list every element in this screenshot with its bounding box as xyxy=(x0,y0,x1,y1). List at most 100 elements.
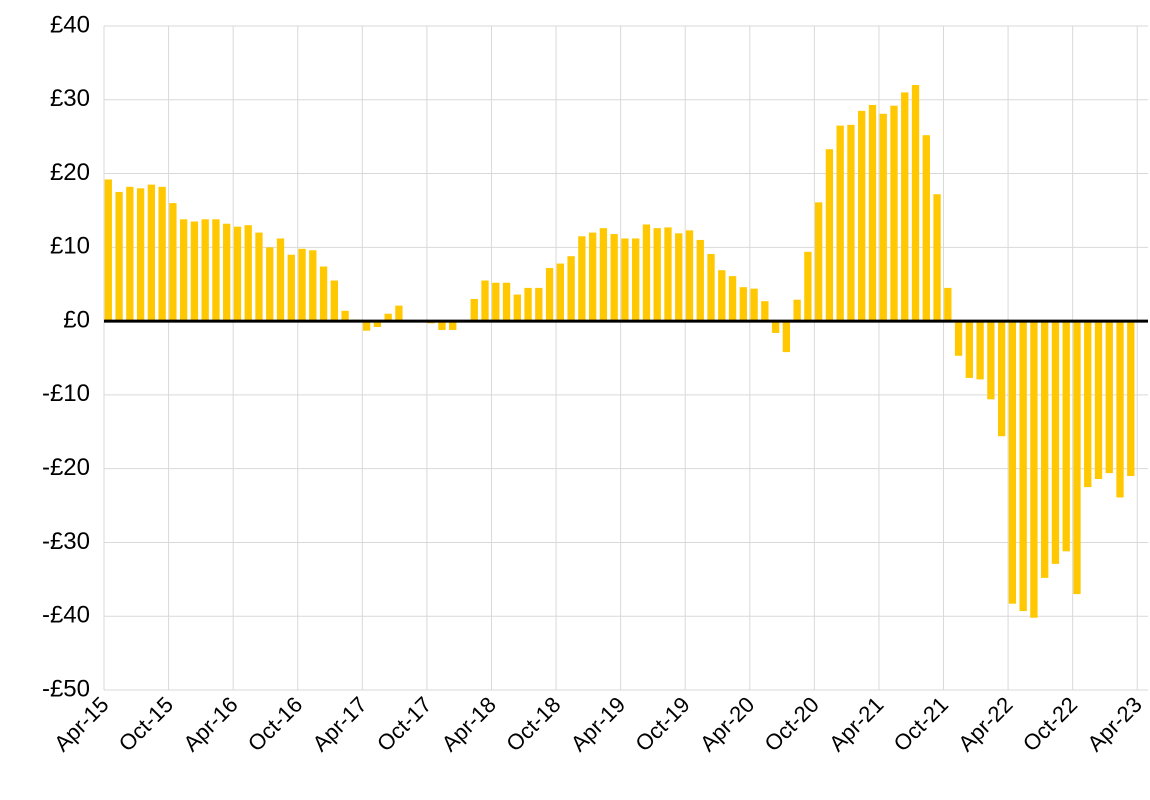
bar xyxy=(739,287,747,322)
x-tick-label: Apr-19 xyxy=(566,692,630,756)
y-tick-label: -£50 xyxy=(42,675,90,702)
bar xyxy=(179,219,188,322)
y-tick-label: £40 xyxy=(50,11,90,38)
bar xyxy=(578,236,586,322)
bar xyxy=(287,254,295,322)
bar xyxy=(707,253,715,322)
bar xyxy=(632,238,640,322)
bar xyxy=(610,234,618,322)
x-tick-label: Apr-17 xyxy=(307,692,371,756)
x-tick-label: Apr-16 xyxy=(178,692,242,756)
bar xyxy=(675,233,683,322)
bar xyxy=(136,188,145,322)
bar xyxy=(901,92,909,322)
bar xyxy=(266,247,274,322)
bar xyxy=(319,266,328,322)
bar xyxy=(847,124,855,322)
bar xyxy=(1008,321,1017,604)
bar xyxy=(481,280,489,322)
bar xyxy=(836,125,844,322)
bar xyxy=(997,321,1006,437)
bar xyxy=(1030,321,1038,618)
bar xyxy=(782,321,791,353)
x-tick-label: Apr-21 xyxy=(824,692,888,756)
bar xyxy=(793,299,801,322)
y-tick-label: -£10 xyxy=(42,380,90,407)
bar xyxy=(556,263,565,322)
bar xyxy=(1051,321,1060,564)
bar xyxy=(1094,321,1103,479)
bar xyxy=(621,238,629,322)
bar xyxy=(1041,321,1049,578)
bar xyxy=(642,224,651,322)
bar xyxy=(858,110,866,322)
bar xyxy=(1127,321,1135,477)
bar xyxy=(922,135,930,322)
bar xyxy=(126,186,134,322)
bar xyxy=(373,321,382,328)
y-tick-label: -£30 xyxy=(42,528,90,555)
bar xyxy=(825,149,834,322)
bar xyxy=(104,179,112,322)
bar xyxy=(1084,321,1092,488)
bar xyxy=(911,85,920,322)
bar xyxy=(954,321,963,356)
bar xyxy=(298,248,306,322)
bar xyxy=(987,321,995,400)
bar xyxy=(341,310,349,322)
x-tick-label: Oct-18 xyxy=(501,692,565,756)
x-tick-label: Apr-23 xyxy=(1082,692,1146,756)
bar xyxy=(976,321,984,380)
bar xyxy=(438,321,446,330)
bar xyxy=(1019,321,1027,612)
bar xyxy=(244,225,252,322)
bar xyxy=(276,238,285,322)
bar xyxy=(1105,321,1113,474)
bar xyxy=(879,113,887,322)
bar xyxy=(545,267,554,322)
bar xyxy=(330,280,338,322)
y-tick-label: £0 xyxy=(63,306,90,333)
bar xyxy=(664,227,672,322)
bar xyxy=(933,194,941,322)
bar xyxy=(309,250,317,322)
bar xyxy=(804,251,812,322)
bar xyxy=(395,305,403,322)
bar xyxy=(653,228,661,322)
bar xyxy=(233,226,242,322)
bar xyxy=(814,202,823,322)
bar xyxy=(470,298,478,322)
bar xyxy=(524,287,532,322)
y-tick-label: £20 xyxy=(50,159,90,186)
bar xyxy=(890,105,898,322)
y-tick-label: -£20 xyxy=(42,454,90,481)
bar xyxy=(212,219,220,322)
y-tick-label: £30 xyxy=(50,85,90,112)
bar xyxy=(599,228,608,322)
bar xyxy=(115,192,123,322)
x-tick-label: Oct-21 xyxy=(889,692,953,756)
bar xyxy=(944,287,952,322)
bar xyxy=(750,288,758,322)
x-tick-label: Oct-22 xyxy=(1018,692,1082,756)
bar xyxy=(449,321,457,330)
bar xyxy=(965,321,973,378)
bar xyxy=(567,256,575,322)
bar xyxy=(868,104,877,322)
bar xyxy=(384,313,392,322)
x-tick-label: Apr-22 xyxy=(953,692,1017,756)
bar xyxy=(718,270,726,322)
y-tick-label: -£40 xyxy=(42,602,90,629)
x-tick-label: Apr-18 xyxy=(437,692,501,756)
bar xyxy=(588,232,597,322)
bar xyxy=(492,282,500,322)
bar xyxy=(513,294,521,322)
bar xyxy=(158,186,166,322)
bar xyxy=(1062,321,1070,552)
bar xyxy=(761,301,769,322)
x-tick-label: Oct-16 xyxy=(243,692,307,756)
x-tick-label: Oct-19 xyxy=(630,692,694,756)
bar xyxy=(502,282,511,322)
